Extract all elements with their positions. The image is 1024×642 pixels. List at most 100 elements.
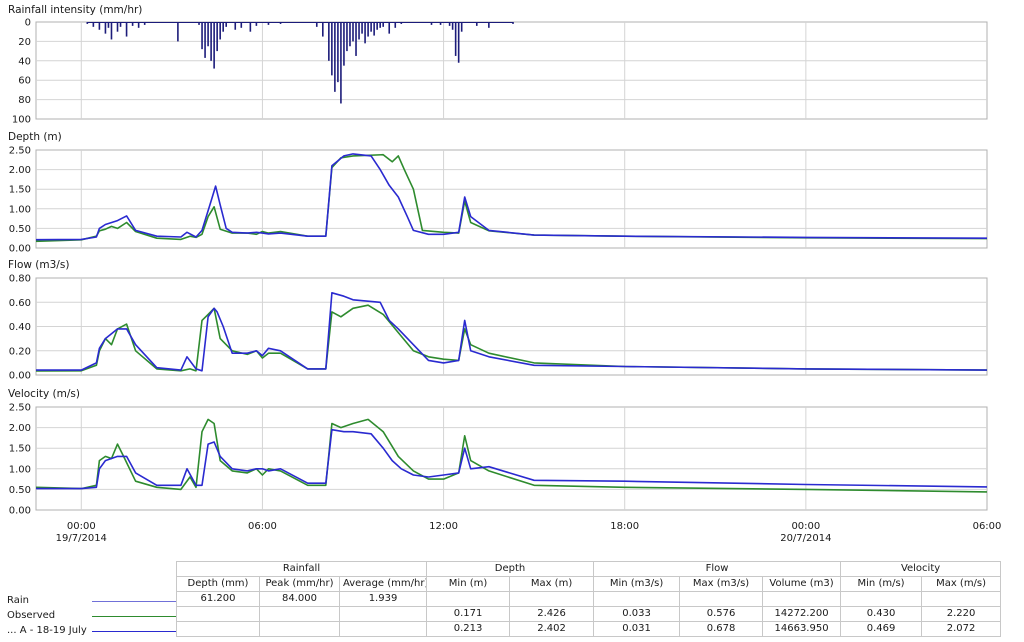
rain-bar — [394, 22, 397, 28]
rain-bar — [315, 22, 318, 27]
column-header: Max (m) — [509, 576, 595, 592]
table-cell: 1.939 — [338, 591, 428, 607]
depth-series-model-line — [35, 153, 988, 241]
rain-bar — [331, 22, 333, 76]
velocity-y-tick-label: 0.00 — [9, 506, 31, 517]
rain-bar — [234, 22, 237, 30]
table-cell — [509, 591, 595, 607]
rain-bar — [216, 22, 218, 52]
velocity-y-tick-label: 2.00 — [9, 423, 31, 434]
table-cell: 0.171 — [426, 606, 511, 622]
rain-bar — [98, 22, 101, 30]
rain-bar — [373, 22, 375, 36]
rain-bar — [131, 22, 134, 26]
group-velocity: Velocity — [840, 561, 1002, 577]
rain-bar — [454, 22, 457, 56]
table-cell — [840, 591, 923, 607]
velocity-y-tick-label: 1.50 — [9, 444, 31, 455]
rain-bar — [222, 22, 224, 32]
summary-table: Rainfall Depth Flow Velocity Depth (mm) … — [175, 561, 1002, 637]
rain-bar — [460, 22, 463, 32]
group-header-row: Rainfall Depth Flow Velocity — [175, 561, 1002, 577]
x-tick-label: 06:00 — [973, 521, 1002, 532]
flow-y-tick-label: 0.20 — [9, 346, 31, 357]
table-cell: 2.220 — [921, 606, 1002, 622]
rain-bar — [143, 22, 146, 25]
rainfall-y-tick-label: 60 — [18, 76, 31, 87]
flow-y-tick-label: 0.40 — [9, 322, 31, 333]
table-cell — [338, 606, 428, 622]
depth-plot-frame — [35, 149, 988, 249]
summary-panel: Rain Observed ... A - 18-19 July Rainfal… — [0, 560, 1024, 642]
column-header: Peak (mm/hr) — [259, 576, 340, 592]
row-label-rain: Rain — [7, 595, 29, 606]
rain-bar — [92, 22, 95, 27]
table-row-rain: 61.200 84.000 1.939 — [176, 591, 1002, 607]
depth-y-tick-label: 1.00 — [9, 204, 31, 215]
rain-bar — [177, 22, 179, 42]
rain-bar — [379, 22, 381, 28]
rain-bar — [328, 22, 330, 61]
rain-bar — [104, 22, 107, 34]
column-header: Max (m/s) — [921, 576, 1002, 592]
velocity-y-tick-label: 2.50 — [9, 403, 31, 414]
flow-title: Flow (m3/s) — [8, 259, 69, 271]
legend-line-rain — [92, 601, 176, 602]
column-header: Min (m) — [426, 576, 511, 592]
rain-bar — [355, 22, 357, 56]
flow-y-tick-label: 0.60 — [9, 298, 31, 309]
rain-bar — [225, 22, 227, 27]
table-cell — [426, 591, 511, 607]
rain-bar — [367, 22, 369, 37]
table-cell — [679, 591, 764, 607]
legend-line-model — [92, 631, 176, 632]
rain-bar — [219, 22, 221, 40]
rain-bar — [110, 22, 113, 40]
velocity-title: Velocity (m/s) — [8, 388, 80, 400]
table-row-model: 0.213 2.402 0.031 0.678 14663.950 0.469 … — [176, 621, 1002, 637]
table-cell — [259, 606, 340, 622]
row-label-observed: Observed — [7, 610, 56, 621]
rain-bar — [255, 22, 258, 26]
column-header: Min (m/s) — [840, 576, 923, 592]
rain-bar — [382, 22, 384, 27]
flow-y-tick-label: 0.80 — [9, 274, 31, 285]
rain-bar — [361, 22, 363, 34]
table-cell: 0.469 — [840, 621, 923, 637]
rainfall-y-tick-label: 40 — [18, 56, 31, 67]
rain-bar — [349, 22, 351, 47]
rain-bar — [107, 22, 110, 28]
table-cell: 14663.950 — [762, 621, 842, 637]
rain-bar — [451, 22, 454, 30]
group-depth: Depth — [426, 561, 595, 577]
rain-bar — [213, 22, 215, 69]
table-cell: 2.072 — [921, 621, 1002, 637]
hydrograph-charts: Rainfall intensity (mm/hr) 0 20 40 60 80 100 De… — [8, 4, 1002, 544]
velocity-y-tick-label: 1.00 — [9, 464, 31, 475]
rain-bar — [240, 22, 243, 28]
group-flow: Flow — [593, 561, 842, 577]
rain-bar — [364, 22, 366, 44]
rain-bar — [201, 22, 203, 50]
depth-panel: Depth (m) 0.00 0.50 1.00 1.50 2.00 2.50 — [8, 131, 988, 255]
legend-line-observed — [92, 616, 176, 617]
row-label-model: ... A - 18-19 July — [7, 625, 87, 636]
column-header: Volume (m3) — [762, 576, 842, 592]
table-cell — [762, 591, 842, 607]
column-header: Depth (mm) — [176, 576, 260, 592]
depth-y-tick-label: 0.50 — [9, 224, 31, 235]
rain-bar — [204, 22, 206, 58]
rain-bar — [249, 22, 252, 32]
x-tick-label: 12:00 — [429, 521, 458, 532]
x-tick-date-label: 20/7/2014 — [780, 533, 831, 544]
rainfall-title: Rainfall intensity (mm/hr) — [8, 4, 142, 16]
rain-bar — [430, 22, 433, 25]
table-cell: 14272.200 — [762, 606, 842, 622]
rain-bar — [448, 22, 451, 26]
rain-bar — [457, 22, 460, 63]
x-tick-label: 00:00 — [67, 521, 96, 532]
rainfall-y-tick-label: 0 — [25, 18, 31, 29]
table-cell — [921, 591, 1002, 607]
rain-bar — [119, 22, 122, 27]
rainfall-panel: Rainfall intensity (mm/hr) 0 20 40 60 80 100 — [8, 4, 988, 126]
